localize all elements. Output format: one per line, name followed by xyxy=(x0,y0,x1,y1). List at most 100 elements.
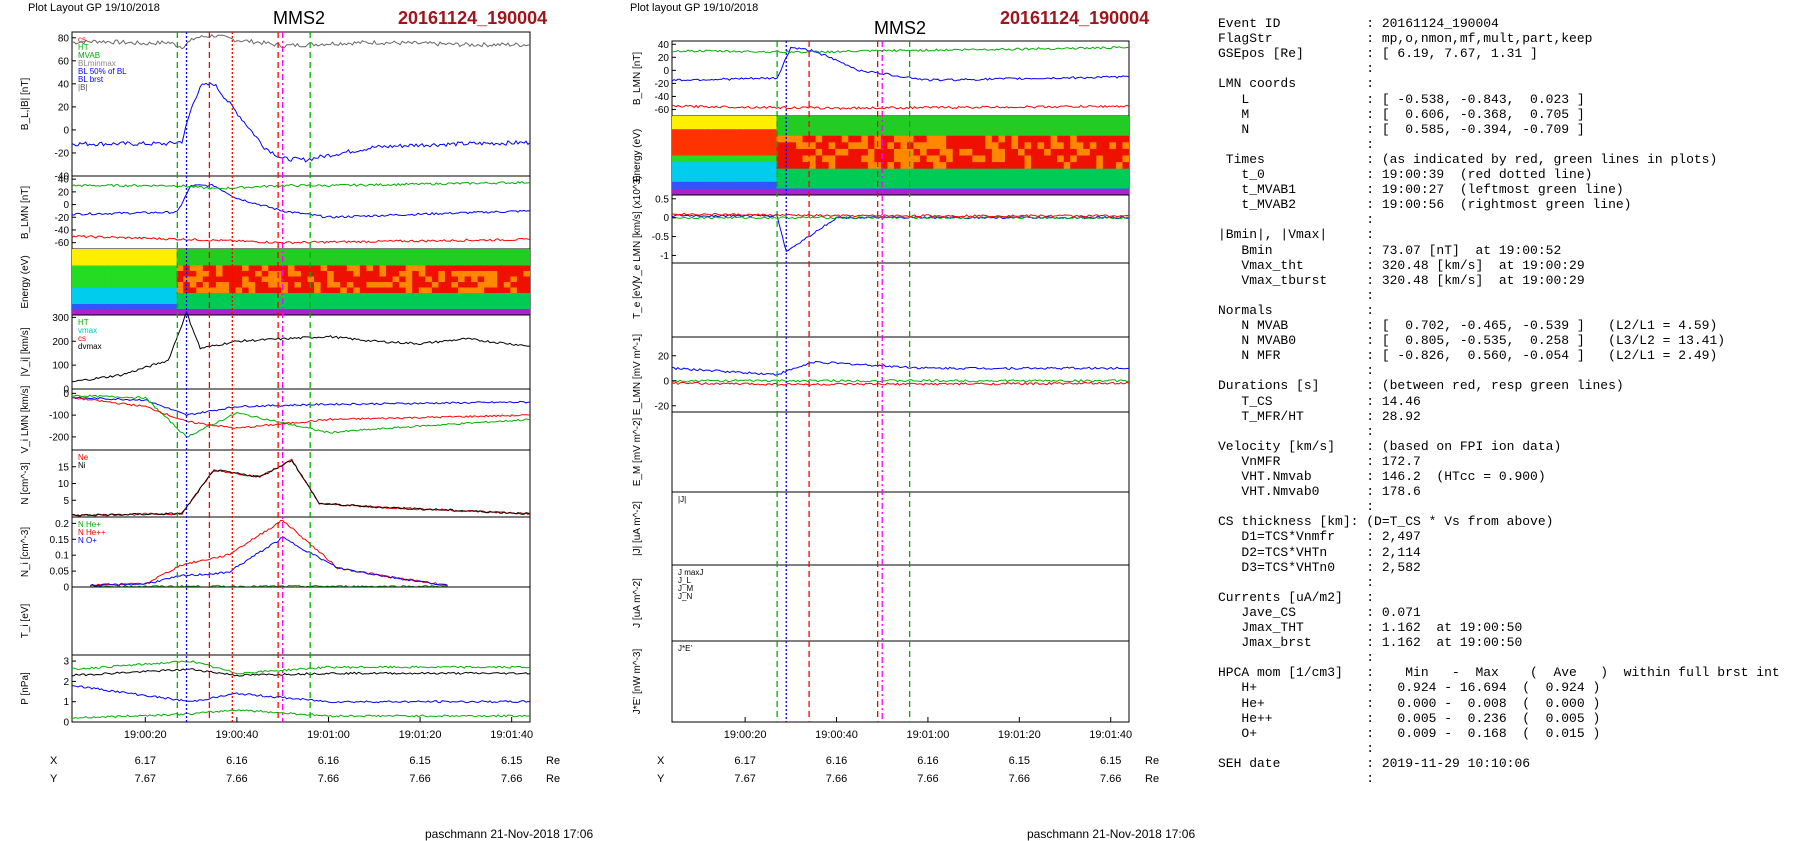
series-line xyxy=(672,46,1129,54)
summary-line: VHT.Nmvab : 146.2 (HTcc = 0.900) xyxy=(1218,469,1546,484)
legend-entry: N O+ xyxy=(78,536,97,545)
panel-frame xyxy=(71,175,531,250)
series-line xyxy=(71,394,531,438)
legend-entry: HT xyxy=(78,318,89,327)
panel-4: 0 -100 -200 V_i LMN [km/s] xyxy=(20,385,531,453)
summary-line: : xyxy=(1218,423,1375,439)
y-tick-label: 200 xyxy=(52,337,69,348)
legend-entry: N He+ xyxy=(78,520,101,529)
summary-line: : xyxy=(1218,650,1375,666)
legend-entry: J_N xyxy=(678,592,692,601)
x-tick-label: 19:00:20 xyxy=(124,729,167,741)
y-tick-label: 60 xyxy=(58,56,70,67)
panel-5: E_M [mV m^-2] xyxy=(632,411,1130,493)
summary-line: N MVAB0 : [ 0.805, -0.535, 0.258 ] (L3/L… xyxy=(1218,333,1726,349)
summary-line: HPCA mom [1/cm3] : Min - Max ( Ave ) wit… xyxy=(1218,665,1780,681)
coord-unit: Re xyxy=(1145,755,1159,767)
left-event-id: 20161124_190004 xyxy=(398,8,548,28)
x-tick-label: 19:01:20 xyxy=(399,729,442,741)
coord-value: 6.16 xyxy=(226,755,247,767)
y-axis-label: P [nPa] xyxy=(20,672,31,705)
summary-line: N MFR : [ -0.826, 0.560, -0.054 ] (L2/L1… xyxy=(1218,348,1718,364)
y-tick-label: 20 xyxy=(58,187,70,198)
panel-2: Energy (eV) xyxy=(20,248,531,316)
y-tick-label: 0.2 xyxy=(55,519,69,530)
summary-line: Normals : xyxy=(1218,302,1375,318)
summary-line: D3=TCS*VHTn0 : 2,582 xyxy=(1218,559,1421,575)
left-plot-header: Plot Layout GP 19/10/2018 xyxy=(28,2,160,14)
y-tick-label: 0 xyxy=(663,376,669,387)
summary-line: M : [ 0.606, -0.368, 0.705 ] xyxy=(1218,106,1585,122)
legend-entry: vmax xyxy=(78,326,97,335)
coord-row-label: X xyxy=(657,755,665,767)
summary-line: D1=TCS*Vnmfr : 2,497 xyxy=(1218,529,1421,545)
x-tick-label: 19:00:40 xyxy=(215,729,258,741)
coord-value: 6.15 xyxy=(1100,755,1121,767)
summary-line: : xyxy=(1218,499,1375,515)
coord-value: 6.17 xyxy=(734,755,755,767)
y-tick-label: -20 xyxy=(655,79,670,90)
series-line xyxy=(90,520,448,587)
y-axis-label: V_e LMN [km/s] (x10^3) xyxy=(632,176,643,283)
panel-frame xyxy=(71,388,531,451)
panel-frame xyxy=(671,491,1130,566)
panel-1: Energy (eV) xyxy=(632,115,1130,196)
summary-line: D2=TCS*VHTn : 2,114 xyxy=(1218,544,1421,560)
summary-line: FlagStr : mp,o,nmon,mf,mult,part,keep xyxy=(1218,31,1593,47)
legend-entry: dvmax xyxy=(78,342,102,351)
series-line xyxy=(71,82,531,163)
y-axis-label: N_i [cm^-3] xyxy=(20,527,31,577)
y-axis-label: T_e [eV] xyxy=(632,281,643,319)
summary-line: Currents [uA/m2] : xyxy=(1218,589,1375,605)
legend-entry: J_M xyxy=(678,584,693,593)
y-axis-label: T_i [eV] xyxy=(20,604,31,639)
summary-line: : xyxy=(1218,771,1375,786)
legend-entry: BL 50% of BL xyxy=(78,67,127,76)
summary-line: Times : (as indicated by red, green line… xyxy=(1218,151,1718,167)
y-tick-label: 0 xyxy=(663,66,669,77)
y-axis-label: N [cm^-3] xyxy=(20,462,31,505)
y-axis-label: |J| [uA m^-2] xyxy=(632,501,643,556)
summary-line: Jave_CS : 0.071 xyxy=(1218,604,1421,620)
y-tick-label: 10 xyxy=(58,479,70,490)
y-tick-label: 5 xyxy=(63,496,69,507)
summary-line: CS thickness [km]: (D=T_CS * Vs from abo… xyxy=(1218,514,1554,530)
energy-spectrogram xyxy=(72,249,530,315)
legend-entry: J maxJ xyxy=(678,568,703,577)
summary-line: He+ : 0.000 - 0.008 ( 0.000 ) xyxy=(1218,695,1601,711)
panel-8: 3 2 1 0 P [nPa] xyxy=(20,654,531,729)
y-axis-label: B_LMN [nT] xyxy=(20,186,31,240)
right-probe-label: MMS2 xyxy=(874,18,927,38)
x-tick-label: 19:00:40 xyxy=(815,729,858,741)
panel-2: 0.5 0 -0.5 -1 V_e LMN [km/s] (x10^3) xyxy=(632,176,1130,283)
y-tick-label: 15 xyxy=(58,462,70,473)
y-tick-label: 0 xyxy=(663,213,669,224)
y-tick-label: 3 xyxy=(63,657,69,668)
series-line xyxy=(71,33,531,50)
summary-line: Durations [s] : (between red, resp green… xyxy=(1218,378,1624,394)
summary-line: Jmax_brst : 1.162 at 19:00:50 xyxy=(1218,635,1523,651)
summary-line: VnMFR : 172.7 xyxy=(1218,453,1421,469)
legend-entry: HT xyxy=(78,43,89,52)
series-line xyxy=(71,709,531,720)
summary-line: He++ : 0.005 - 0.236 ( 0.005 ) xyxy=(1218,710,1601,726)
coord-value: 6.17 xyxy=(135,755,156,767)
series-line xyxy=(671,104,1130,110)
series-line xyxy=(71,660,531,675)
y-tick-label: 100 xyxy=(52,361,69,372)
legend-entry: BLminmax xyxy=(78,59,116,68)
x-tick-label: 19:01:00 xyxy=(907,729,950,741)
summary-line: VHT.Nmvab0 : 178.6 xyxy=(1218,484,1421,500)
coord-value: 7.66 xyxy=(409,773,430,785)
event-summary: Event ID : 20161124_190004 FlagStr : mp,o… xyxy=(1218,16,1798,836)
right-plot-canvas: 40 20 0 -20 -40 -60 B_LMN [nT] Energy (eV) 0.5 0 -… xyxy=(632,40,1159,785)
coord-value: 7.66 xyxy=(1009,773,1030,785)
series-line xyxy=(71,459,531,517)
panel-0: 40 20 0 -20 -40 -60 B_LMN [nT] xyxy=(632,40,1130,117)
y-tick-label: 40 xyxy=(58,79,70,90)
panel-frame xyxy=(71,586,531,656)
panel-frame xyxy=(671,262,1130,338)
